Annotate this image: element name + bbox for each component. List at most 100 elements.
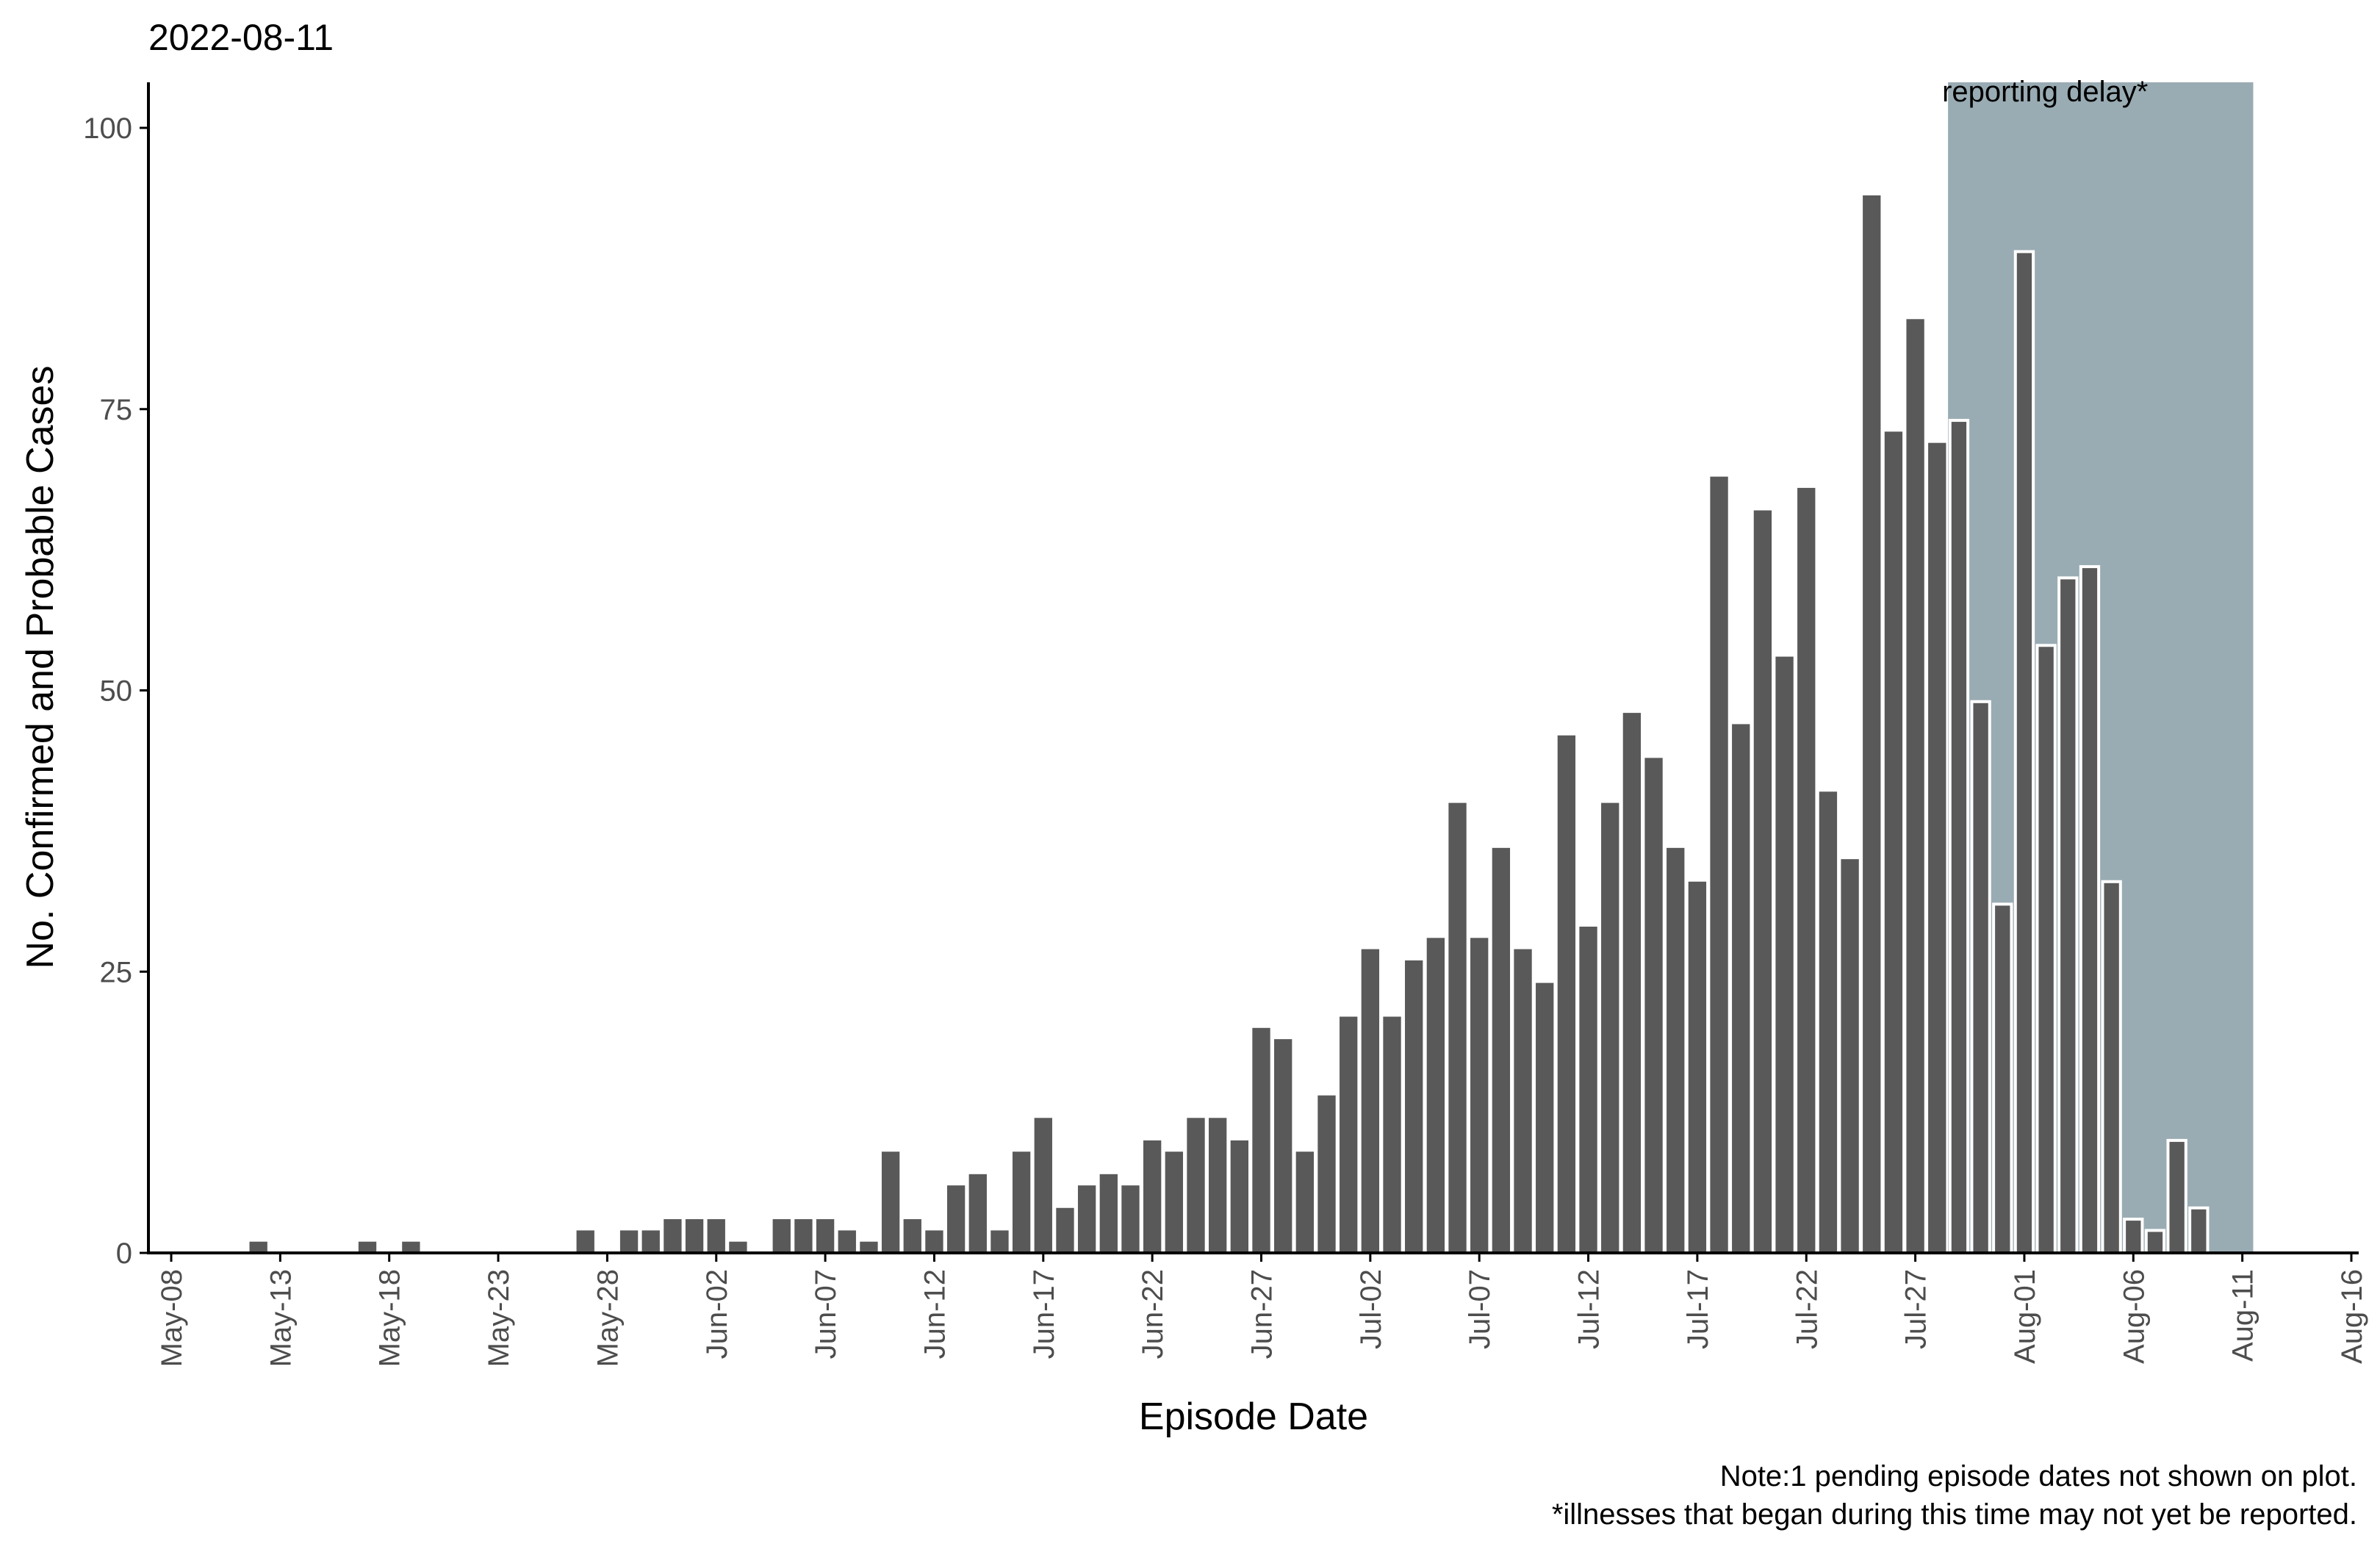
bar — [1601, 802, 1619, 1253]
bar — [1970, 700, 1991, 1254]
bar — [2013, 250, 2035, 1254]
bar — [402, 1241, 420, 1253]
bar — [946, 1185, 966, 1253]
y-tick-label: 75 — [100, 394, 133, 426]
bar — [1426, 938, 1445, 1253]
bar — [1340, 1016, 1358, 1253]
x-tick-label: Jun-27 — [1246, 1269, 1279, 1359]
bar — [2144, 1229, 2166, 1255]
bar — [1775, 656, 1794, 1253]
bar — [1536, 982, 1554, 1253]
x-tick-label: May-23 — [483, 1269, 515, 1367]
bar — [1688, 881, 1707, 1253]
bar — [1579, 927, 1597, 1253]
x-tick-label: May-13 — [265, 1269, 297, 1367]
bar — [641, 1230, 660, 1253]
reporting-delay-label: reporting delay* — [1942, 76, 2148, 108]
bar — [685, 1219, 704, 1253]
y-tick-label: 0 — [116, 1237, 132, 1270]
bar — [1732, 724, 1750, 1253]
y-axis-title: No. Confirmed and Probable Cases — [19, 366, 62, 969]
bar — [881, 1152, 900, 1253]
bar — [729, 1241, 747, 1253]
bar — [707, 1219, 725, 1253]
bar — [1710, 476, 1728, 1253]
bar — [2123, 1218, 2144, 1254]
x-tick-label: Aug-11 — [2227, 1269, 2259, 1362]
bar — [1992, 902, 2013, 1254]
x-tick-label: Jul-12 — [1573, 1269, 1606, 1349]
bar — [249, 1241, 267, 1253]
bar — [576, 1230, 594, 1253]
bar — [968, 1174, 987, 1253]
x-axis: May-08 May-13 May-18 May-23 May-28 Jun-02 Jun-… — [156, 1253, 2368, 1367]
bar — [1557, 735, 1576, 1253]
bar — [1208, 1118, 1227, 1253]
bar — [794, 1219, 813, 1253]
bar — [664, 1219, 682, 1253]
bar — [816, 1219, 835, 1253]
bar — [2166, 1138, 2187, 1255]
x-tick-label: Jul-17 — [1682, 1269, 1714, 1349]
bar — [1448, 802, 1467, 1253]
bar — [1034, 1118, 1052, 1253]
bar — [1841, 859, 1859, 1253]
bar — [925, 1230, 943, 1253]
x-tick-label: May-18 — [374, 1269, 406, 1367]
x-tick-label: Aug-16 — [2336, 1269, 2368, 1364]
x-tick-label: Jun-02 — [701, 1269, 733, 1359]
bars — [249, 195, 2210, 1255]
x-tick-label: May-08 — [156, 1269, 188, 1367]
bar — [1077, 1185, 1096, 1253]
bar — [1274, 1039, 1293, 1253]
bar — [2057, 576, 2079, 1254]
bar — [1667, 847, 1685, 1253]
y-tick-label: 50 — [100, 675, 133, 708]
plot-area: reporting delay* — [249, 76, 2254, 1255]
bar — [1361, 949, 1380, 1253]
bar — [1622, 713, 1642, 1253]
bar — [2101, 880, 2122, 1255]
bar — [1470, 938, 1489, 1253]
bar — [1121, 1185, 1140, 1253]
bar — [1948, 419, 1970, 1254]
bar — [1295, 1152, 1315, 1253]
bar — [1405, 960, 1423, 1253]
x-tick-label: Jun-12 — [918, 1269, 951, 1359]
bar — [1819, 791, 1838, 1253]
bar — [1644, 758, 1663, 1253]
x-tick-label: Jul-22 — [1791, 1269, 1823, 1349]
chart-title: 2022-08-11 — [148, 17, 334, 58]
caption-delay-note: *illnesses that began during this time m… — [1552, 1498, 2357, 1531]
bar — [838, 1230, 856, 1253]
bar — [1143, 1140, 1162, 1253]
bar — [2188, 1206, 2210, 1255]
bar — [1797, 487, 1816, 1254]
bar — [2079, 565, 2101, 1254]
x-axis-title: Episode Date — [1139, 1395, 1368, 1438]
x-tick-label: Aug-06 — [2118, 1269, 2150, 1364]
bar — [358, 1241, 377, 1253]
x-tick-label: May-28 — [592, 1269, 624, 1367]
x-tick-label: Jul-07 — [1464, 1269, 1496, 1349]
x-tick-label: Jun-22 — [1137, 1269, 1169, 1359]
y-axis: 0 25 50 75 100 — [83, 112, 148, 1270]
bar — [619, 1230, 639, 1253]
bar — [1056, 1207, 1074, 1253]
bar — [860, 1241, 878, 1253]
bar — [1863, 195, 1881, 1253]
bar — [1514, 949, 1532, 1253]
x-tick-label: Jul-27 — [1900, 1269, 1933, 1349]
bar — [1230, 1140, 1248, 1253]
bar — [1492, 847, 1511, 1253]
bar — [1165, 1152, 1183, 1253]
x-tick-label: Aug-01 — [2009, 1269, 2041, 1364]
bar — [1012, 1152, 1031, 1253]
x-tick-label: Jun-17 — [1028, 1269, 1060, 1359]
bar — [1928, 442, 1946, 1254]
y-tick-label: 25 — [100, 956, 133, 988]
x-tick-label: Jul-02 — [1355, 1269, 1387, 1349]
bar — [1187, 1118, 1205, 1253]
bar — [1884, 431, 1903, 1253]
